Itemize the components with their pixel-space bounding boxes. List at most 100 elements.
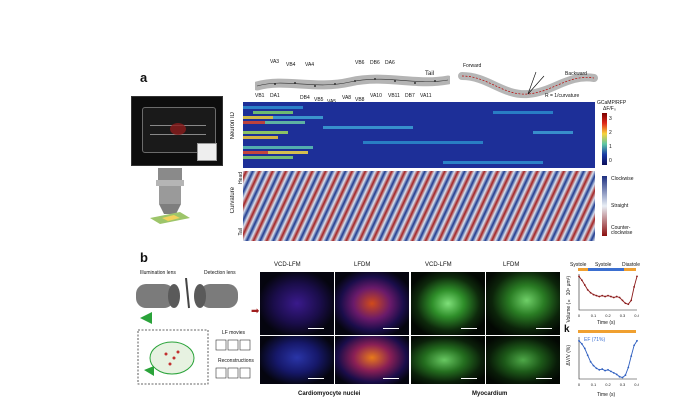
panel-k-letter: k [564, 324, 570, 335]
plot-k-point [627, 366, 630, 369]
plot-k-point [595, 367, 598, 370]
plot-j-axes [578, 274, 637, 311]
plot-k-axes [578, 337, 637, 380]
plot-k-xtick-label: 0.1 [591, 382, 597, 387]
plot-k-xtick-label: 0.4 [634, 382, 639, 387]
neuron-name-db4: DB4 [300, 95, 310, 101]
plot-k-ylabel: ΔV/V (%) [566, 345, 572, 366]
plot-j-point [592, 293, 595, 296]
plot-j-point [604, 295, 606, 298]
plot-k-point [586, 354, 589, 357]
plot-j-xtick-label: 0.1 [591, 313, 597, 318]
plot-j-point [618, 296, 621, 299]
neuron-name-vb6: VB6 [355, 60, 365, 66]
plot-j-xtick-label: 0.2 [605, 313, 611, 318]
plot-k-point [633, 344, 635, 347]
phase-bar-j-mid [588, 268, 624, 271]
plot-j-xtick-label: 0 [578, 313, 581, 318]
myocardium-lfdm-top-image [486, 272, 560, 335]
neuron-name-vb4: VB4 [286, 62, 296, 68]
worm-tail-label: Tail [425, 71, 435, 77]
plot-k-point [607, 368, 609, 371]
neuron-name-vb8: VB8 [355, 97, 365, 103]
phase-label-systole-2: Systole [595, 262, 612, 268]
plot-k-xtick-label: 0.3 [620, 382, 626, 387]
plot-j-point [583, 284, 586, 286]
plot-k-series-line [578, 340, 638, 378]
curvature-colorbar [602, 176, 607, 236]
plot-k-xlabel: Time (s) [597, 392, 616, 398]
colorbar-tick-0: 0 [609, 158, 612, 164]
plot-j-point [610, 295, 612, 298]
curvature-heatmap [243, 171, 595, 241]
nuclei-vcd-top-image [260, 272, 334, 335]
plot-k-xtick-label: 0 [578, 382, 581, 387]
colorbar-tick-3: 3 [609, 116, 612, 122]
plot-j-point [633, 286, 635, 288]
plot-k-xtick-label: 0.2 [605, 382, 611, 387]
neuron-name-va10: VA10 [370, 93, 382, 99]
curvature-axis-label: Curvature [230, 187, 236, 214]
neuron-name-va8: VA8 [342, 95, 352, 101]
plot-j-xtick-label: 0.4 [634, 313, 639, 318]
col-title-lfdm-2: LFDM [503, 262, 520, 268]
caption-myocardium: Myocardium [472, 391, 508, 397]
objective-illustration [150, 168, 190, 226]
neuron-name-db7: DB7 [405, 93, 415, 99]
neuron-name-va4: VA4 [305, 62, 315, 68]
plot-k-point [581, 342, 583, 345]
arrow-icon: ➡ [251, 306, 260, 317]
curvature-worm-diagram [458, 66, 598, 102]
plot-j-point [607, 294, 609, 297]
panel-a-letter: a [140, 70, 148, 85]
curvature-formula: R = 1/curvature [545, 93, 580, 99]
lf-movies-label: LF movies [222, 330, 246, 336]
neuron-name-vb5: VB5 [314, 97, 324, 103]
plot-j-point [601, 294, 604, 297]
plot-k-legend: EF (71%) [584, 337, 606, 343]
colorbar-title-gcamp: GCaMP/RFP [597, 100, 627, 106]
reconstructions-label: Reconstructions [218, 358, 254, 364]
volume-line-chart: 0 0.1 0.2 0.3 0.4 [578, 274, 639, 318]
neuron-name-va3: VA3 [270, 59, 280, 65]
ef-line-chart: 0 0.1 0.2 0.3 0.4 [578, 337, 639, 387]
col-title-vcd-lfm-1: VCD-LFM [274, 262, 301, 268]
curv-legend-counter: Counter-clockwise [611, 225, 633, 236]
caption-cardiomyocyte-nuclei: Cardiomyocyte nuclei [298, 391, 361, 397]
phase-label-diastole: Diastole [622, 262, 641, 268]
neuron-name-va11: VA11 [420, 93, 432, 99]
plot-j-point [624, 302, 627, 305]
plot-k-point [610, 370, 612, 373]
plot-k-point [604, 369, 606, 372]
myocardium-vcd-top-image [411, 272, 485, 335]
forward-label: Forward [463, 63, 482, 69]
detection-lens-label: Detection lens [204, 270, 236, 276]
plot-k-point [583, 347, 586, 350]
colorbar-tick-2: 2 [609, 130, 612, 136]
nuclei-lfdm-top-image [335, 272, 409, 335]
plot-j-point [586, 288, 589, 291]
plot-k-point [636, 339, 638, 342]
plot-j-point [595, 294, 598, 297]
colorbar-title-dff: ΔF/F₀ [603, 106, 616, 112]
nuclei-lfdm-bottom-image [335, 336, 409, 384]
backward-label: Backward [565, 71, 587, 77]
plot-k-point [621, 376, 624, 379]
plot-k-point [578, 339, 580, 342]
neuron-heatmap-colorbar [602, 113, 607, 165]
plot-k-point [630, 355, 633, 357]
plot-j-point [589, 291, 592, 294]
plot-k-point [618, 375, 621, 378]
neuron-activity-heatmap [243, 102, 595, 168]
col-title-vcd-lfm-2: VCD-LFM [425, 262, 452, 268]
chip-photo [131, 96, 223, 166]
curv-legend-straight: Straight [611, 203, 629, 209]
plot-k-point [612, 371, 615, 374]
plot-j-xlabel: Time (s) [597, 320, 616, 326]
plot-j-point [636, 275, 638, 278]
nuclei-vcd-bottom-image [260, 336, 334, 384]
plot-k-point [624, 374, 627, 377]
plot-j-xtick-label: 0.3 [620, 313, 626, 318]
plot-j-point [581, 279, 583, 282]
neuron-name-da6: DA6 [385, 60, 395, 66]
